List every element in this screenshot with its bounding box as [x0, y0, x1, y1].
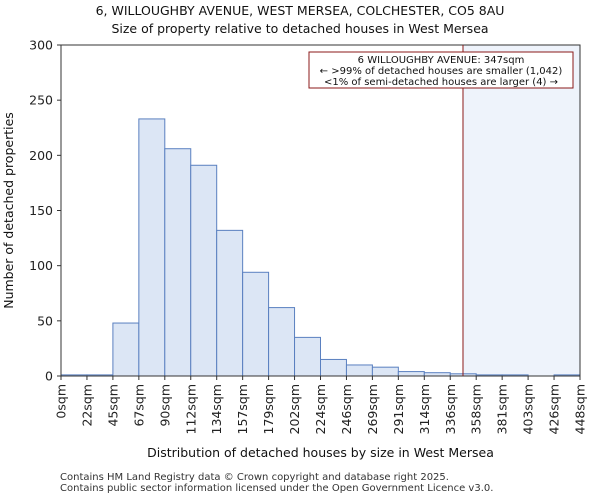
y-tick-label: 150: [29, 203, 53, 218]
bar: [138, 118, 166, 377]
x-tick-label: 157sqm: [235, 384, 250, 434]
bar: [216, 229, 244, 377]
annotation-line: <1% of semi-detached houses are larger (…: [324, 77, 558, 88]
bar: [268, 307, 296, 377]
bar: [294, 336, 321, 377]
bar: [112, 322, 140, 377]
bar: [345, 364, 373, 377]
chart-title: 6, WILLOUGHBY AVENUE, WEST MERSEA, COLCH…: [96, 3, 505, 18]
x-tick-label: 336sqm: [443, 384, 458, 434]
x-tick-label: 202sqm: [287, 384, 302, 434]
x-tick-label: 381sqm: [495, 384, 510, 434]
x-tick-label: 291sqm: [391, 384, 406, 434]
x-tick-label: 224sqm: [313, 384, 328, 434]
x-tick-label: 67sqm: [131, 384, 146, 427]
y-tick-label: 0: [45, 369, 53, 384]
x-tick-label: 22sqm: [79, 384, 94, 427]
x-tick-label: 134sqm: [209, 384, 224, 434]
y-tick-label: 100: [29, 258, 53, 273]
chart-subtitle: Size of property relative to detached ho…: [111, 21, 488, 36]
x-tick-label: 179sqm: [261, 384, 276, 434]
x-tick-label: 246sqm: [339, 384, 354, 434]
x-tick-label: 45sqm: [105, 384, 120, 427]
footer-line-1: Contains HM Land Registry data © Crown c…: [60, 472, 449, 483]
highlight-region: [462, 45, 580, 376]
y-tick-label: 50: [37, 313, 53, 328]
y-tick-label: 200: [29, 148, 53, 163]
x-tick-label: 90sqm: [157, 384, 172, 427]
x-tick-label: 0sqm: [54, 384, 69, 419]
y-tick-label: 300: [29, 38, 53, 53]
annotation-line: ← >99% of detached houses are smaller (1…: [320, 66, 563, 77]
y-axis-label: Number of detached properties: [1, 112, 16, 309]
x-tick-label: 314sqm: [417, 384, 432, 434]
bar: [397, 371, 425, 377]
bar: [371, 366, 399, 377]
bar: [164, 148, 192, 377]
y-tick-label: 250: [29, 93, 53, 108]
x-tick-label: 269sqm: [365, 384, 380, 434]
x-tick-label: 112sqm: [183, 384, 198, 434]
x-axis-label: Distribution of detached houses by size …: [147, 445, 494, 460]
annotation-box: [308, 51, 574, 89]
bar: [190, 164, 218, 377]
annotation-line: 6 WILLOUGHBY AVENUE: 347sqm: [358, 55, 525, 66]
x-tick-label: 448sqm: [573, 384, 588, 434]
bar: [242, 271, 270, 377]
x-tick-label: 358sqm: [469, 384, 484, 434]
footer-line-2: Contains public sector information licen…: [60, 483, 494, 494]
bar: [320, 358, 347, 377]
x-tick-label: 403sqm: [521, 384, 536, 434]
x-tick-label: 426sqm: [547, 384, 562, 434]
